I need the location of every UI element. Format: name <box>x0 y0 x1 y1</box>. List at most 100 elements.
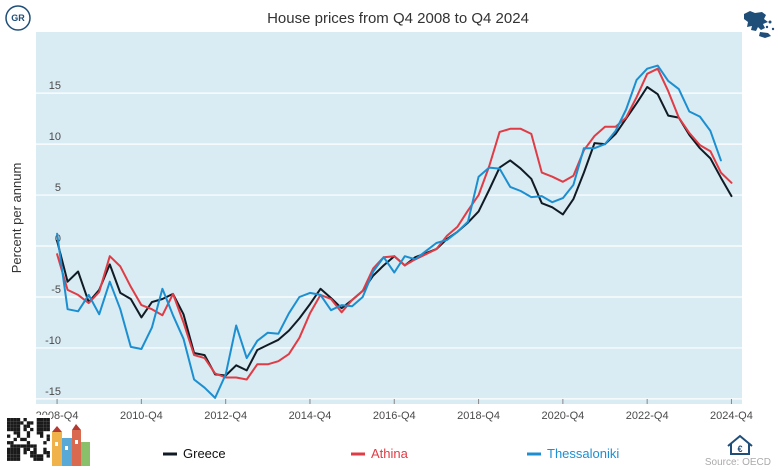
y-tick-label: 5 <box>55 182 61 194</box>
qr-module <box>43 441 47 445</box>
qr-module <box>16 454 21 458</box>
qr-module <box>43 418 47 422</box>
qr-module <box>30 451 34 455</box>
qr-module <box>10 418 14 422</box>
qr-module <box>43 427 47 432</box>
qr-module <box>23 427 27 432</box>
qr-module <box>46 421 50 425</box>
qr-module <box>7 447 11 451</box>
qr-module <box>16 447 21 451</box>
qr-module <box>13 457 17 461</box>
qr-module <box>7 424 11 428</box>
qr-module <box>7 451 11 455</box>
qr-module <box>23 418 27 422</box>
x-tick-label: 2014-Q4 <box>289 410 332 422</box>
qr-module <box>46 451 50 455</box>
svg-text:€: € <box>737 444 742 454</box>
qr-module <box>40 454 44 458</box>
qr-module <box>13 418 17 422</box>
qr-module <box>23 447 27 451</box>
qr-module <box>46 454 50 458</box>
x-tick-label: 2020-Q4 <box>541 410 584 422</box>
qr-module <box>13 427 17 432</box>
x-tick-label: 2022-Q4 <box>626 410 669 422</box>
qr-module <box>46 434 50 438</box>
qr-module <box>30 421 34 425</box>
qr-module <box>23 437 27 442</box>
qr-module <box>13 451 17 455</box>
qr-module <box>36 421 40 425</box>
qr-module <box>40 431 44 435</box>
x-tick-label: 2016-Q4 <box>373 410 416 422</box>
qr-module <box>36 418 40 422</box>
qr-module <box>43 451 47 455</box>
qr-module <box>10 457 14 461</box>
legend: Greece Athina Thessaloniki <box>163 446 619 461</box>
qr-module <box>7 421 11 425</box>
qr-module <box>33 447 37 451</box>
qr-module <box>13 454 17 458</box>
qr-module <box>23 444 27 448</box>
qr-module <box>43 424 47 428</box>
qr-module <box>33 451 37 455</box>
qr-module <box>23 424 27 428</box>
qr-module <box>40 434 44 438</box>
qr-module <box>43 421 47 425</box>
qr-module <box>36 424 40 428</box>
x-tick-label: 2024-Q4 <box>710 410 753 422</box>
series-lines <box>56 64 733 399</box>
qr-module <box>10 427 14 432</box>
qr-module <box>16 421 21 425</box>
qr-module <box>40 427 44 432</box>
x-tick-label: 2018-Q4 <box>457 410 500 422</box>
qr-module <box>13 424 17 428</box>
qr-module <box>10 447 14 451</box>
qr-module <box>40 421 44 425</box>
qr-module <box>16 418 21 422</box>
qr-module <box>16 444 21 448</box>
qr-module <box>7 441 11 445</box>
qr-module <box>16 431 21 435</box>
qr-module <box>20 421 24 425</box>
chart-title: House prices from Q4 2008 to Q4 2024 <box>267 10 529 27</box>
qr-module <box>30 427 34 432</box>
qr-module <box>26 421 31 425</box>
qr-module <box>10 454 14 458</box>
qr-module <box>10 451 14 455</box>
qr-module <box>46 424 50 428</box>
qr-module <box>10 424 14 428</box>
qr-module <box>13 444 17 448</box>
qr-module <box>36 427 40 432</box>
gridlines <box>36 92 742 400</box>
x-tick-label: 2012-Q4 <box>204 410 247 422</box>
qr-module <box>23 451 27 455</box>
qr-module <box>16 457 21 461</box>
qr-module <box>46 418 50 422</box>
qr-module <box>40 424 44 428</box>
qr-module <box>33 454 37 458</box>
qr-module <box>36 454 40 458</box>
qr-module <box>16 451 21 455</box>
qr-module <box>7 457 11 461</box>
y-tick-label: 15 <box>49 80 61 92</box>
qr-module <box>7 454 11 458</box>
country-badge[interactable]: GR <box>5 5 31 31</box>
qr-module <box>30 454 34 458</box>
country-badge-label: GR <box>11 13 25 23</box>
y-axis-label: Percent per annum <box>9 163 24 274</box>
qr-module <box>7 434 11 438</box>
qr-module <box>16 427 21 432</box>
qr-code[interactable] <box>5 415 51 465</box>
plot-area <box>36 32 742 404</box>
qr-module <box>10 441 14 445</box>
qr-module <box>36 431 40 435</box>
qr-module <box>20 437 24 442</box>
greece-map-icon <box>744 11 775 38</box>
y-tick-label: -15 <box>45 386 61 398</box>
qr-module <box>16 434 21 438</box>
qr-module <box>13 431 17 435</box>
qr-module <box>16 424 21 428</box>
qr-module <box>26 441 31 445</box>
houses-illustration <box>52 424 90 466</box>
